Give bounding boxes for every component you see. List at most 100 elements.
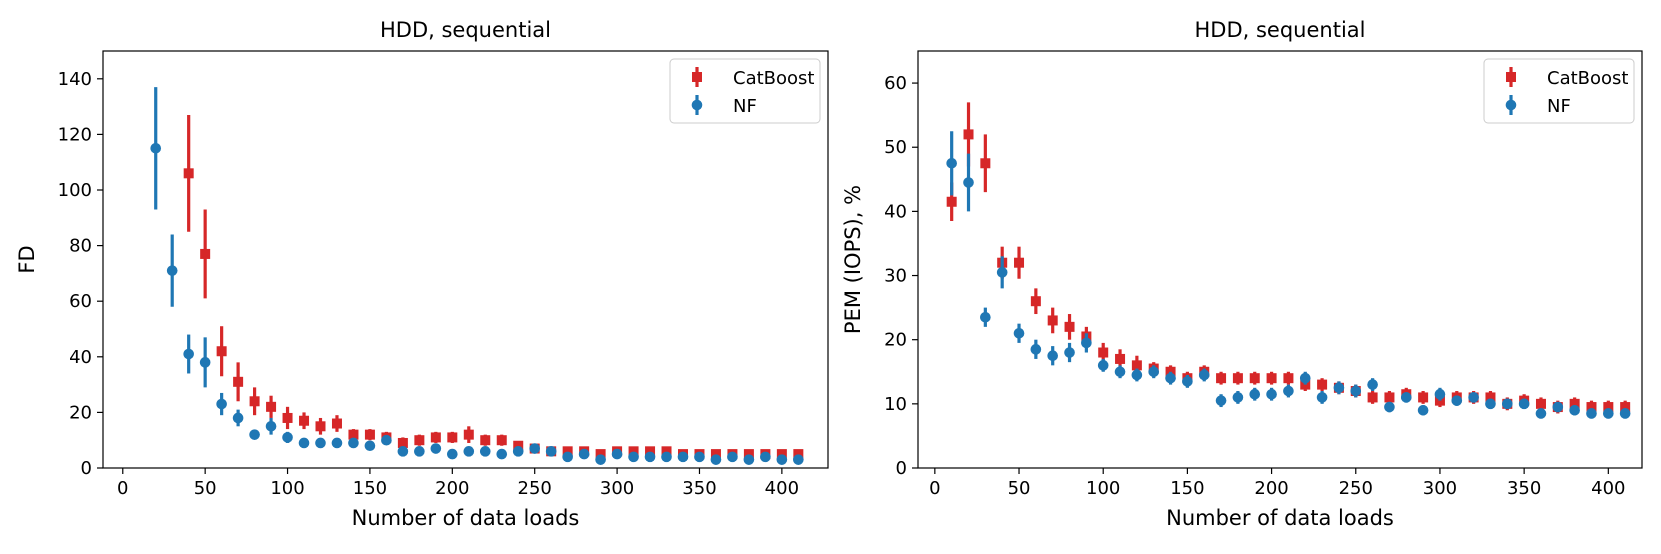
right-legend-box: [1483, 58, 1635, 124]
right-nf-point: [1030, 344, 1042, 355]
right-nf-point: [1266, 388, 1277, 400]
left-catboost-point: [331, 418, 342, 429]
left-legend-box: [669, 58, 821, 124]
right-catboost-point: [1249, 373, 1260, 384]
right-x-tick-label: 300: [1423, 478, 1457, 499]
left-nf-point: [760, 451, 771, 463]
left-x-tick-label: 300: [600, 478, 634, 499]
left-nf-point: [677, 451, 689, 463]
right-nf-point: [1502, 398, 1513, 410]
right-x-tick-label: 50: [1008, 478, 1031, 499]
right-y-tick-label: 30: [884, 266, 907, 287]
right-x-tick-label: 200: [1254, 478, 1288, 499]
left-nf-point: [216, 398, 227, 410]
left-x-tick-label: 400: [765, 478, 799, 499]
left-nf-point: [727, 451, 738, 463]
left-catboost-point: [480, 435, 491, 446]
left-x-tick-label: 200: [435, 478, 469, 499]
left-catboost-point: [710, 449, 721, 460]
left-nf-point: [331, 437, 343, 449]
left-catboost-point: [496, 435, 507, 446]
left-catboost-point: [595, 449, 606, 460]
left-y-tick-label: 80: [69, 236, 92, 257]
right-catboost-point: [963, 129, 974, 140]
right-catboost-point: [1014, 257, 1025, 268]
left-catboost-point: [743, 449, 754, 460]
left-x-axis-label: Number of data loads: [352, 506, 580, 530]
right-nf-point: [1569, 404, 1580, 416]
left-catboost-point: [628, 446, 639, 457]
left-legend-catboost-label: CatBoost: [733, 68, 814, 89]
left-catboost-point: [645, 446, 656, 457]
right-legend-nf-marker: [1505, 99, 1517, 111]
right-catboost-point: [1535, 398, 1546, 409]
right-x-tick-label: 400: [1591, 478, 1625, 499]
left-nf-point: [562, 451, 573, 463]
right-nf-point: [996, 267, 1008, 278]
left-nf-point: [232, 412, 244, 424]
left-nf-point: [430, 443, 442, 454]
left-x-tick-label: 250: [518, 478, 552, 499]
left-catboost-point: [397, 437, 408, 448]
left-nf-point: [545, 446, 557, 457]
right-catboost-point: [1283, 373, 1294, 384]
right-catboost-point: [1098, 347, 1109, 358]
left-x-tick-label: 0: [117, 478, 128, 499]
right-nf-point: [1586, 408, 1597, 419]
right-catboost-point: [1216, 373, 1227, 384]
right-catboost-point: [1115, 353, 1126, 364]
right-nf-point: [1165, 372, 1176, 384]
right-nf-point: [1400, 392, 1412, 403]
left-catboost-point: [315, 421, 326, 432]
left-nf-point: [694, 451, 705, 463]
right-nf-point: [963, 177, 974, 188]
right-legend: CatBoost NF: [1483, 58, 1635, 124]
left-y-tick-label: 0: [81, 458, 92, 479]
left-nf-point: [265, 421, 277, 432]
left-nf-point: [166, 265, 178, 276]
right-nf-point: [1064, 347, 1075, 358]
left-catboost-point: [364, 429, 375, 440]
right-nf-point: [1131, 369, 1143, 381]
left-legend-catboost-marker: [692, 72, 702, 82]
right-y-tick-label: 0: [896, 458, 907, 479]
right-chart: HDD, sequential 0 50 100 150 200 250 300 350 400 0…: [841, 18, 1643, 530]
right-nf-point: [1148, 366, 1160, 378]
right-nf-point: [1552, 401, 1564, 413]
right-nf-point: [1518, 398, 1530, 410]
left-nf-point: [793, 454, 804, 465]
right-catboost-point: [1232, 373, 1243, 384]
left-axes-frame: [102, 50, 829, 469]
left-y-axis-label: FD: [15, 245, 39, 273]
right-legend-catboost-marker: [1506, 72, 1516, 82]
left-nf-point: [447, 448, 458, 460]
right-axes-frame: [917, 50, 1643, 469]
right-series-catboost: [946, 102, 1631, 414]
right-x-tick-label: 100: [1086, 478, 1120, 499]
left-nf-point: [249, 429, 260, 440]
right-nf-point: [1013, 327, 1025, 339]
right-catboost-point: [1485, 392, 1496, 403]
left-nf-point: [183, 348, 194, 360]
left-legend-nf-label: NF: [733, 96, 757, 117]
right-nf-point: [1097, 360, 1109, 371]
right-y-tick-label: 50: [884, 137, 907, 158]
left-y-tick-label: 20: [69, 402, 92, 423]
right-y-axis-label: PEM (IOPS), %: [841, 185, 865, 334]
right-nf-point: [1367, 379, 1378, 390]
left-catboost-point: [266, 401, 277, 412]
right-nf-point: [1333, 382, 1345, 394]
right-nf-point: [1434, 388, 1446, 400]
left-catboost-point: [183, 168, 194, 179]
right-nf-point: [1619, 408, 1631, 419]
right-catboost-point: [1418, 392, 1429, 403]
right-y-tick-label: 10: [884, 394, 907, 415]
right-x-tick-label: 250: [1339, 478, 1373, 499]
right-nf-point: [1451, 395, 1463, 406]
left-nf-point: [414, 446, 425, 457]
left-nf-point: [529, 443, 541, 454]
left-nf-point: [150, 143, 162, 154]
right-nf-point: [1468, 392, 1479, 403]
left-x-tick-label: 150: [353, 478, 387, 499]
left-nf-point: [397, 446, 409, 457]
